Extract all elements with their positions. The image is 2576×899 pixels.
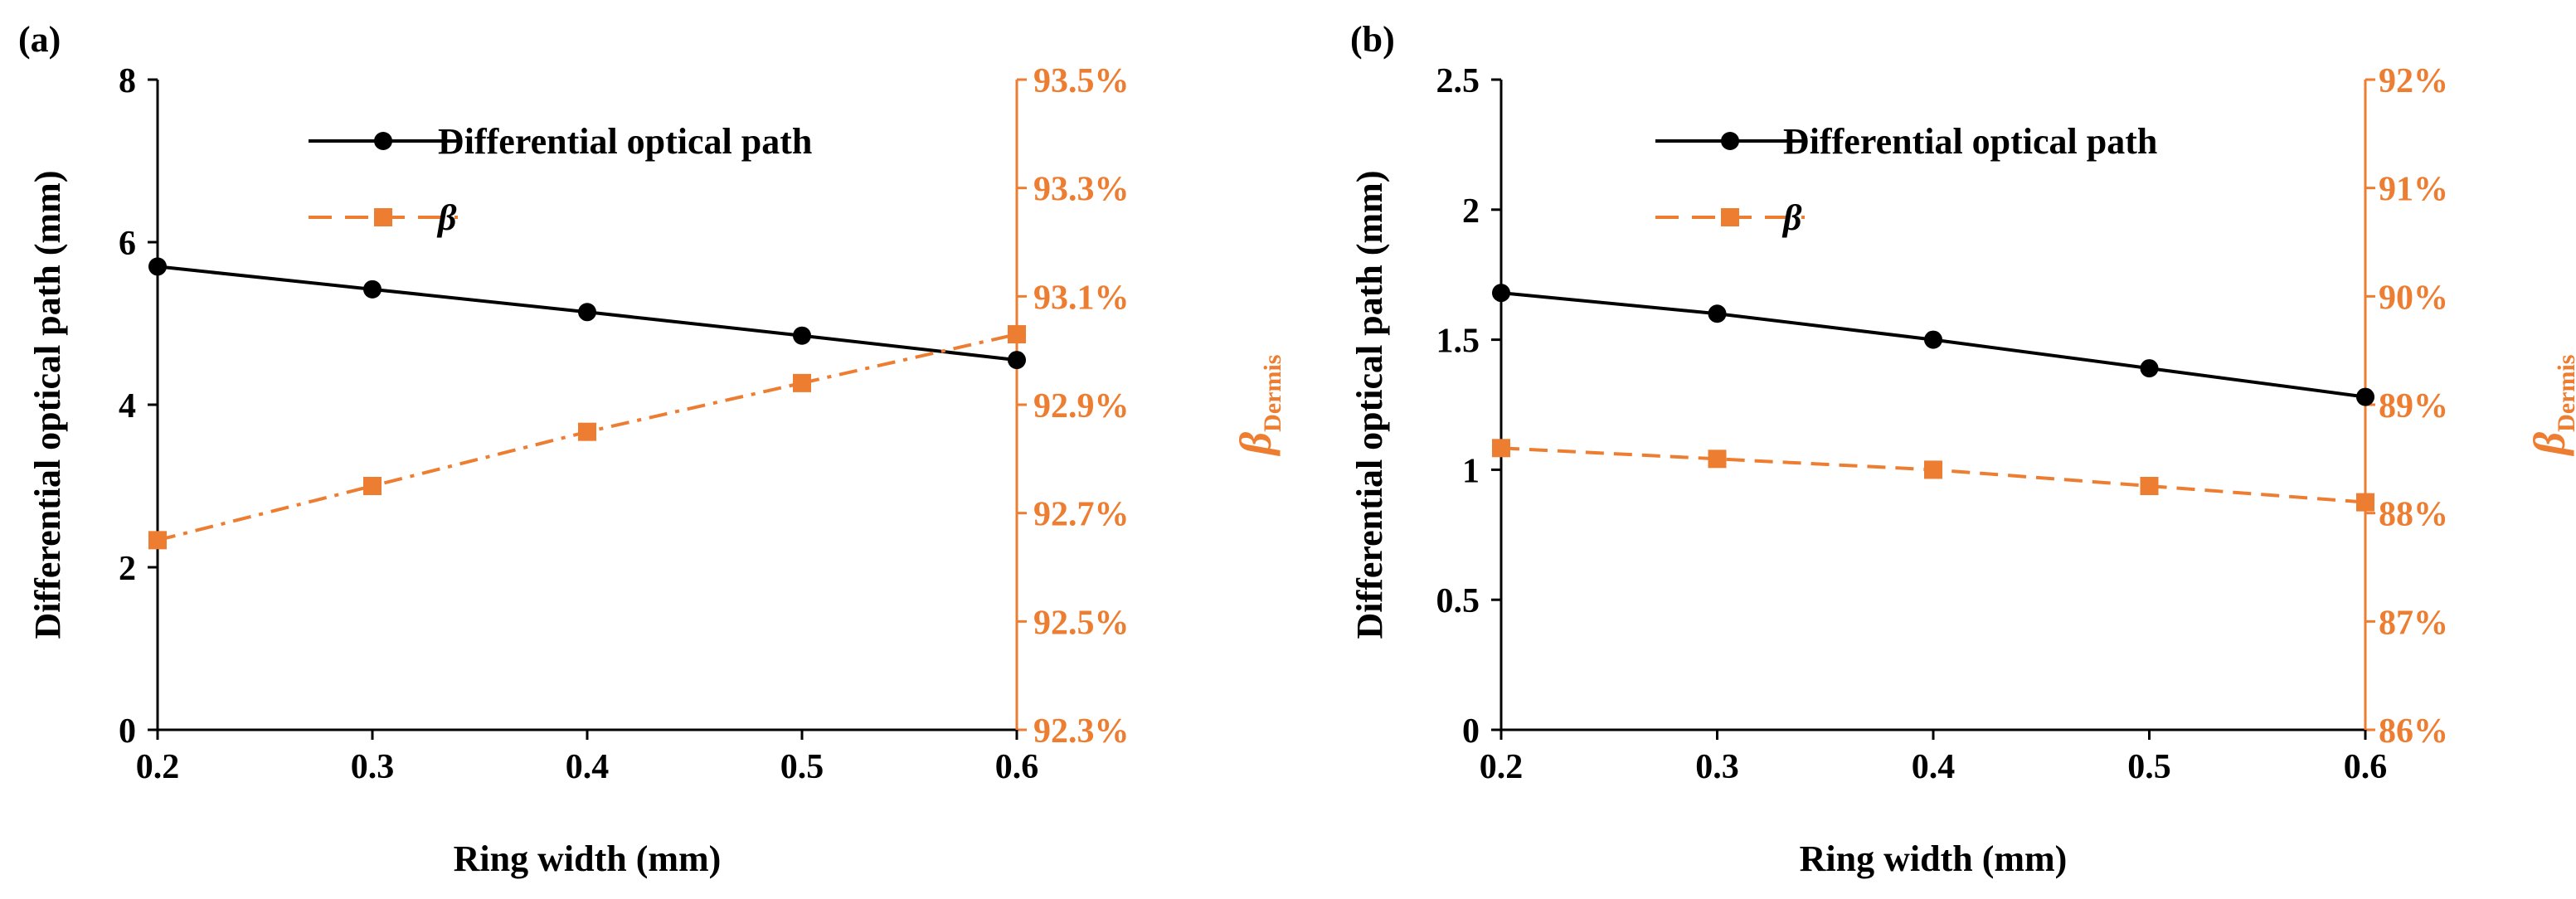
data-point-circle [2356,387,2374,406]
y2-axis-title-text: βDermis [1231,355,1286,457]
y-tick-label: 2.5 [1436,62,1480,100]
y-tick-label: 2 [119,550,136,588]
y-tick-label: 0 [119,712,136,751]
legend-marker [1721,132,1739,150]
y2-tick-label: 89% [2379,387,2448,425]
y-tick-label: 6 [119,225,136,263]
y2-tick-label: 92.9% [1033,387,1130,425]
y-tick-label: 1.5 [1436,323,1480,361]
y2-tick-label: 92.5% [1033,604,1130,642]
data-point-circle [1924,330,1942,349]
data-point-square [363,477,382,495]
chart-panel-a: (a) 0 2 4 6 8 92.3% 92.5% 92.7% 92.9% 93.1% 93.3% 93… [18,19,1286,879]
data-point-square [793,373,811,392]
legend-label: Differential optical path [1783,121,2157,162]
y2-axis-subscript: Dermis [2553,355,2576,432]
data-point-circle [148,257,167,276]
y2-tick-label: 92% [2379,62,2448,100]
data-point-circle [2140,359,2159,378]
y2-tick-label: 88% [2379,496,2448,534]
x-tick-label: 0.4 [566,748,610,786]
legend-label: β [436,197,457,238]
data-point-square [2356,493,2374,512]
legend-marker [1721,208,1739,226]
data-point-circle [363,279,382,299]
panel-label: (a) [18,19,61,60]
y-tick-label: 0 [1462,712,1480,751]
y2-tick-label: 90% [2379,279,2448,317]
x-tick-label: 0.6 [2344,748,2388,786]
y-axis-title: Differential optical path (mm) [1349,171,1390,639]
x-tick-label: 0.3 [1695,748,1739,786]
x-tick-label: 0.3 [351,748,395,786]
y2-tick-label: 93.5% [1033,62,1130,100]
legend-marker [374,132,392,150]
data-point-circle [793,326,811,345]
y2-tick-label: 92.7% [1033,496,1130,534]
data-point-square [1492,439,1510,458]
x-tick-label: 0.2 [1480,748,1524,786]
x-tick-label: 0.5 [2127,748,2171,786]
data-point-circle [1492,284,1510,303]
data-point-circle [1708,304,1727,323]
legend-marker [374,208,392,226]
y2-tick-label: 93.1% [1033,279,1130,317]
x-tick-label: 0.2 [136,748,180,786]
data-point-square [1008,325,1026,344]
legend-label: Differential optical path [438,121,812,162]
chart-panel-b: (b) 0 0.5 1 1.5 2 2.5 86% 87% 88% 89% 90% 91% 92% 0.2 0… [1349,19,2576,879]
y-axis-title: Differential optical path (mm) [27,171,68,639]
data-point-circle [1008,351,1026,370]
y2-axis-title: βDermis [1231,355,1286,457]
x-tick-label: 0.6 [995,748,1039,786]
y2-axis-title: βDermis [2525,355,2576,457]
y2-tick-label: 91% [2379,171,2448,209]
y-tick-label: 1 [1462,452,1480,490]
y2-axis-symbol: β [2525,431,2574,456]
data-point-square [148,531,167,550]
y2-tick-label: 93.3% [1033,171,1130,209]
data-point-square [1924,460,1942,479]
y2-axis-title-text: βDermis [2525,355,2576,457]
y2-tick-label: 87% [2379,604,2448,642]
y2-axis-subscript: Dermis [1259,355,1286,432]
legend-label: β [1781,197,1802,238]
y-tick-label: 8 [119,62,136,100]
data-point-square [578,422,596,441]
x-tick-label: 0.5 [780,748,824,786]
x-tick-label: 0.4 [1912,748,1956,786]
y2-axis-symbol: β [1231,431,1281,456]
y-tick-label: 4 [119,387,136,425]
y2-tick-label: 92.3% [1033,712,1130,751]
y2-tick-label: 86% [2379,712,2448,751]
panel-label: (b) [1350,19,1395,60]
y-tick-label: 2 [1462,192,1480,231]
data-point-circle [578,303,596,322]
data-point-square [1708,450,1727,469]
data-point-square [2140,477,2159,495]
x-axis-title: Ring width (mm) [454,838,722,879]
x-axis-title: Ring width (mm) [1800,838,2068,879]
y-tick-label: 0.5 [1436,582,1480,620]
